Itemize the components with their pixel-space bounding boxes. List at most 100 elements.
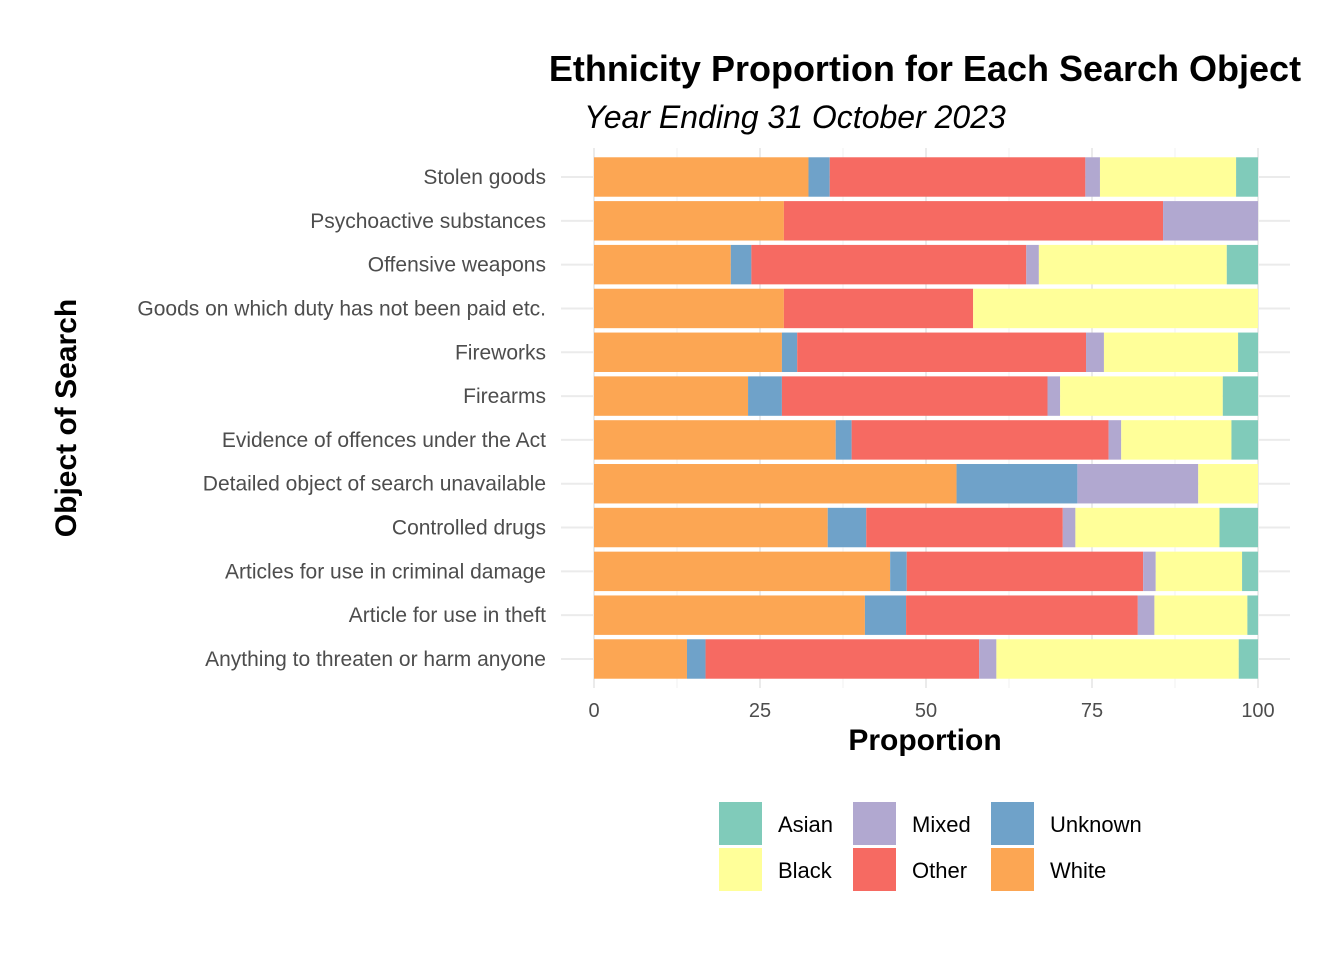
legend-key-white [991,848,1034,891]
bar-segment-unknown [864,595,907,635]
bar-segment-mixed [1086,332,1104,372]
bar-segment-mixed [1062,507,1076,548]
bar-segment-white [594,244,731,285]
x-tick-label: 0 [588,700,599,722]
bar-segment-asian [1226,244,1258,285]
bar-segment-black [1198,464,1258,504]
bar-segment-other [906,551,1144,592]
bar-segment-mixed [1108,420,1122,460]
y-axis-labels: Stolen goods Psychoactive substances Offen… [137,166,546,671]
bar-segment-unknown [686,639,706,679]
bar-segment-white [594,420,836,460]
bar-segment-unknown [956,464,1078,504]
x-axis-title: Proportion [848,724,1001,757]
bar-segment-other [866,507,1063,548]
y-tick-label: Article for use in theft [349,604,546,627]
legend-label-mixed: Mixed [912,812,971,837]
bar-segment-other [781,376,1048,416]
bar-segment-mixed [1085,157,1100,197]
x-axis-ticks: 0 25 50 75 100 [588,700,1274,722]
bar-segment-unknown [730,244,752,285]
x-tick-label: 100 [1241,700,1274,722]
bar-segment-other [829,157,1086,197]
y-tick-label: Articles for use in criminal damage [225,560,546,583]
legend-label-black: Black [778,858,833,883]
bar-segment-white [594,201,784,241]
bar-segment-unknown [827,507,867,548]
bar-segment-mixed [1047,376,1061,416]
bar-segment-asian [1222,376,1258,416]
bar-segment-unknown [781,332,798,372]
bar-segment-other [751,244,1027,285]
y-axis-title: Object of Search [50,299,83,537]
y-tick-label: Stolen goods [423,166,546,189]
y-tick-label: Firearms [463,385,546,408]
bar-segment-other [906,595,1138,635]
legend-key-black [719,848,762,891]
bar-segment-mixed [1137,595,1155,635]
y-tick-label: Detailed object of search unavailable [203,473,546,496]
legend-key-other [853,848,896,891]
y-tick-label: Goods on which duty has not been paid et… [137,297,546,320]
bar-segment-black [1103,332,1239,372]
bar-segment-white [594,507,828,548]
y-tick-label: Evidence of offences under the Act [222,429,546,452]
bar-segment-other [797,332,1087,372]
bar-segment-other [783,201,1164,241]
bar-segment-black [973,288,1258,329]
y-tick-label: Fireworks [455,341,546,364]
bar-segment-black [1155,551,1243,592]
bar-segment-asian [1247,595,1258,635]
y-tick-label: Controlled drugs [392,517,546,540]
bar-segment-black [1099,157,1237,197]
bar-segment-other [851,420,1109,460]
bar-segment-black [1075,507,1220,548]
bar-segment-unknown [890,551,907,592]
chart-title: Ethnicity Proportion for Each Search Obj… [549,48,1301,89]
bar-segment-unknown [748,376,782,416]
bar-segment-white [594,332,782,372]
bar-segment-black [1154,595,1248,635]
bar-segment-unknown [835,420,852,460]
bar-segment-asian [1219,507,1258,548]
bars [594,157,1258,679]
x-tick-label: 50 [915,700,937,722]
legend-label-asian: Asian [778,812,833,837]
bar-segment-black [1060,376,1223,416]
y-tick-label: Psychoactive substances [310,210,546,233]
y-tick-label: Anything to threaten or harm anyone [205,648,546,671]
bar-segment-white [594,157,809,197]
bar-segment-mixed [1077,464,1199,504]
legend-key-asian [719,802,762,845]
chart-subtitle: Year Ending 31 October 2023 [584,99,1006,135]
bar-segment-asian [1236,157,1258,197]
x-tick-label: 25 [749,700,771,722]
x-tick-label: 75 [1081,700,1103,722]
bar-segment-unknown [808,157,830,197]
bar-segment-black [1038,244,1227,285]
bar-segment-other [783,288,974,329]
bar-segment-white [594,464,957,504]
bar-segment-asian [1238,639,1258,679]
y-tick-label: Offensive weapons [368,254,546,277]
bar-segment-asian [1242,551,1258,592]
bar-segment-white [594,595,865,635]
bar-segment-white [594,551,891,592]
legend-label-white: White [1050,858,1106,883]
legend-key-mixed [853,802,896,845]
bar-segment-white [594,376,749,416]
bar-segment-black [1121,420,1232,460]
legend-label-unknown: Unknown [1050,812,1142,837]
bar-segment-mixed [979,639,997,679]
bar-segment-white [594,288,784,329]
bar-segment-asian [1238,332,1258,372]
bar-segment-other [705,639,980,679]
legend-label-other: Other [912,858,967,883]
bar-segment-black [996,639,1239,679]
bar-segment-mixed [1143,551,1156,592]
bar-segment-mixed [1026,244,1039,285]
bar-segment-mixed [1163,201,1258,241]
bar-segment-asian [1231,420,1258,460]
legend: Asian Mixed Unknown Black Other White [719,802,1142,891]
